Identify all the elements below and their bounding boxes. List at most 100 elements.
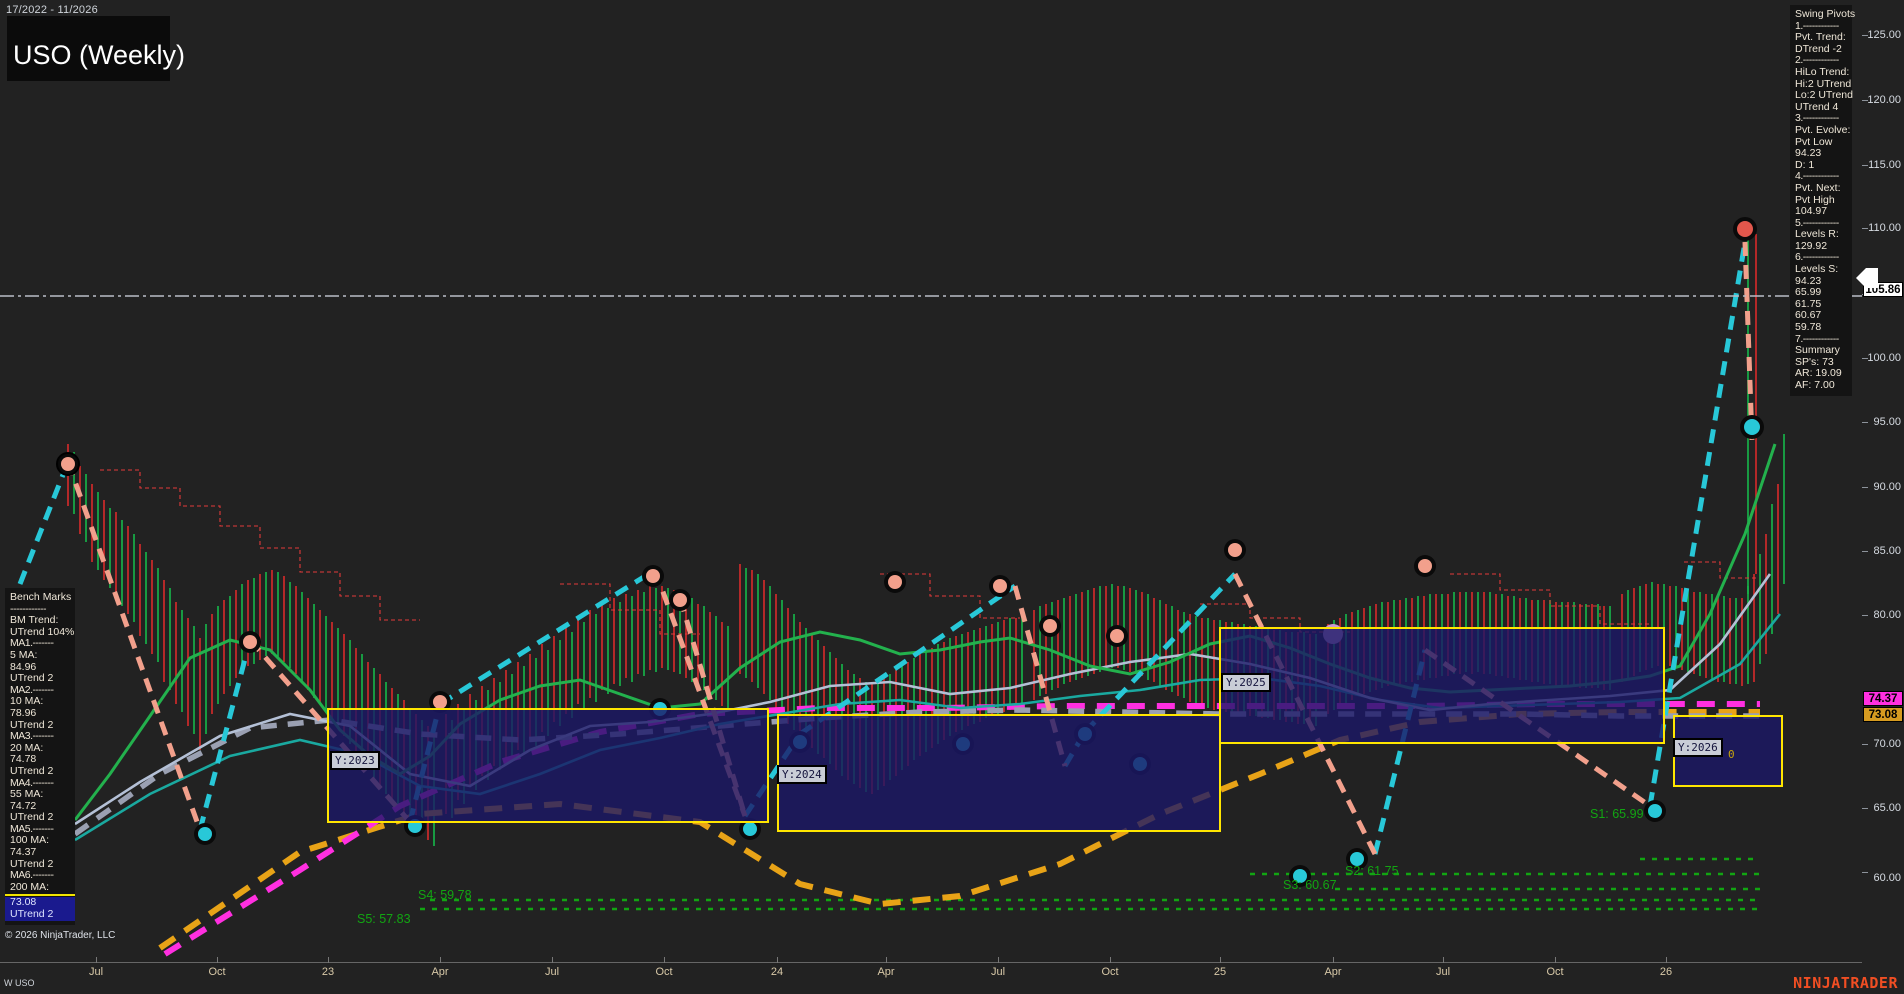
- pvt-next-type: Pvt High: [1795, 193, 1835, 206]
- time-tick-8: Jul: [990, 966, 1006, 978]
- year-tag-2025: Y:2025: [1221, 673, 1271, 692]
- price-tick-95: 95.00: [1873, 416, 1901, 428]
- bench-ma6-value: 73.08: [5, 897, 75, 910]
- support-dotted-lines: [420, 857, 1760, 911]
- swing-sep-7: 7.------------: [1795, 332, 1839, 345]
- time-tick-10: 25: [1213, 966, 1227, 978]
- bench-ma5-value: 74.37: [10, 846, 37, 859]
- time-tick-5: Oct: [655, 966, 673, 978]
- levels-r-label: Levels R:: [1795, 228, 1839, 241]
- price-tick-90: 90.00: [1873, 481, 1901, 493]
- bench-ma3-tag: MA3.-------: [10, 730, 54, 743]
- price-tick-100: 100.00: [1867, 352, 1901, 364]
- ma100-price-badge: 74.37: [1863, 691, 1903, 706]
- price-tick-125: 125.00: [1867, 29, 1901, 41]
- support-label-s2: S2: 61.75: [1345, 864, 1399, 878]
- bench-marks-title: Bench Marks: [10, 591, 72, 603]
- bench-ma4-tag: MA4.-------: [10, 776, 54, 789]
- bench-ma2-name: 10 MA:: [10, 695, 44, 708]
- bench-ma3-value: 74.78: [10, 753, 37, 766]
- time-tick-1: Oct: [208, 966, 226, 978]
- swing-sep-3: 3.------------: [1795, 112, 1839, 125]
- swing-sep-1: 1.------------: [1795, 19, 1839, 32]
- price-tick-110: 110.00: [1868, 222, 1901, 234]
- hilo-hi-value: Hi:2 UTrend: [1795, 77, 1852, 90]
- bench-ma6-trend: UTrend 2: [5, 908, 75, 921]
- swing-sep-5: 5.------------: [1795, 216, 1839, 229]
- time-tick-12: Jul: [1435, 966, 1451, 978]
- levels-s-3: 60.67: [1795, 309, 1822, 322]
- levels-s-label: Levels S:: [1795, 263, 1839, 276]
- time-tick-4: Jul: [544, 966, 560, 978]
- year-box-2024[interactable]: [777, 714, 1221, 832]
- bench-ma1-value: 84.96: [10, 660, 37, 673]
- hilo-total-value: UTrend 4: [1795, 100, 1839, 113]
- year-tag-2023: Y:2023: [330, 751, 380, 770]
- price-tick-70: 70.00: [1873, 738, 1901, 750]
- year-box-2023[interactable]: [327, 708, 769, 823]
- support-label-s5: S5: 57.83: [357, 912, 411, 926]
- price-tick-120: 120.00: [1867, 94, 1901, 106]
- price-tick-85: 85.00: [1873, 545, 1901, 557]
- levels-s-4: 59.78: [1795, 321, 1822, 334]
- time-tick-3: Apr: [431, 966, 449, 978]
- summary-ar: AR: 19.09: [1795, 367, 1842, 380]
- year-box-2025[interactable]: [1219, 627, 1665, 744]
- price-axis[interactable]: 125.00 120.00 115.00 110.00 105.00 100.0…: [1862, 14, 1904, 962]
- price-chart-plot[interactable]: Y:2023 Y:2024 Y:2025 Y:2026 0 S5: 57.83 …: [0, 14, 1862, 962]
- bench-marks-rule: ------------: [10, 602, 46, 615]
- bench-ma5-trend: UTrend 2: [10, 857, 54, 870]
- last-price-pointer: [1856, 268, 1878, 288]
- swing-sep-2: 2.------------: [1795, 54, 1839, 67]
- support-label-s4: S4: 59.78: [418, 888, 472, 902]
- bench-ma5-name: 100 MA:: [10, 834, 50, 847]
- summary-sps: SP's: 73: [1795, 355, 1834, 368]
- time-tick-6: 24: [770, 966, 784, 978]
- time-axis-line: [0, 962, 1862, 963]
- summary-label: Summary: [1795, 344, 1840, 357]
- bench-ma2-tag: MA2.-------: [10, 683, 54, 696]
- swing-pivots-title: Swing Pivots: [1795, 8, 1856, 20]
- bench-marks-trend-label: BM Trend:: [10, 614, 59, 627]
- support-label-s3: S3: 60.67: [1283, 878, 1337, 892]
- ma200-price-badge: 73.08: [1863, 707, 1903, 722]
- instrument-title-box: [7, 16, 170, 81]
- pvt-evolve-label: Pvt. Evolve:: [1795, 123, 1851, 136]
- time-tick-0: Jul: [88, 966, 104, 978]
- bench-ma6-tag: MA6.-------: [10, 869, 54, 882]
- time-tick-13: Oct: [1546, 966, 1564, 978]
- bench-ma2-trend: UTrend 2: [10, 718, 54, 731]
- bench-ma3-name: 20 MA:: [10, 741, 44, 754]
- ninjatrader-logo: NINJATRADER: [1793, 974, 1898, 992]
- swing-pivots-panel[interactable]: Swing Pivots 1.------------ Pvt. Trend: …: [1790, 5, 1856, 396]
- bench-marks-trend-value: UTrend 104%: [10, 625, 75, 638]
- swing-sep-6: 6.------------: [1795, 251, 1839, 264]
- time-tick-9: Oct: [1101, 966, 1119, 978]
- price-tick-65: 65.00: [1873, 802, 1901, 814]
- pvt-evolve-d: D: 1: [1795, 158, 1815, 171]
- levels-r-0: 129.92: [1795, 239, 1828, 252]
- bench-ma1-tag: MA1.-------: [10, 637, 54, 650]
- levels-s-1: 65.99: [1795, 286, 1822, 299]
- bench-ma4-name: 55 MA:: [10, 788, 44, 801]
- instrument-title: USO (Weekly): [13, 40, 186, 70]
- year-tag-2024: Y:2024: [777, 765, 827, 784]
- summary-af: AF: 7.00: [1795, 379, 1835, 391]
- copyright-label: © 2026 NinjaTrader, LLC: [5, 930, 116, 941]
- series-code-label: W USO: [4, 978, 35, 988]
- bench-ma1-name: 5 MA:: [10, 648, 38, 661]
- bench-ma3-trend: UTrend 2: [10, 764, 54, 777]
- bench-marks-panel[interactable]: Bench Marks ------------ BM Trend: UTren…: [5, 588, 75, 925]
- hilo-trend-label: HiLo Trend:: [1795, 65, 1850, 78]
- bench-ma2-value: 78.96: [10, 706, 37, 719]
- levels-s-2: 61.75: [1795, 297, 1822, 310]
- bench-ma5-tag: MA5.-------: [10, 822, 54, 835]
- bench-ma6-name: 200 MA:: [10, 880, 50, 893]
- year-tag-2026: Y:2026: [1673, 738, 1723, 757]
- swing-sep-4: 4.------------: [1795, 170, 1839, 183]
- price-tick-60: 60.00: [1873, 872, 1901, 884]
- bench-ma1-trend: UTrend 2: [10, 672, 54, 685]
- levels-s-0: 94.23: [1795, 274, 1822, 287]
- bench-ma4-value: 74.72: [10, 799, 37, 812]
